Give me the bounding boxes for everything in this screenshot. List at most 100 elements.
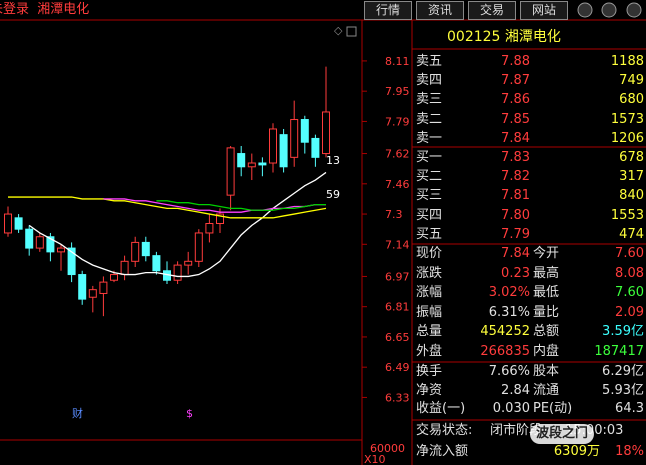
book-price: 7.80 <box>501 207 530 223</box>
y-tick-label: 6.81 <box>385 301 410 314</box>
book-label: 买四 <box>416 207 443 223</box>
book-price: 7.87 <box>501 73 530 89</box>
stat-label: 外盘 <box>416 344 443 359</box>
book-volume: 678 <box>619 150 644 165</box>
nav-button[interactable]: 交易 <box>468 1 516 20</box>
help-icon[interactable] <box>577 2 593 18</box>
book-volume: 317 <box>619 169 644 185</box>
stat-label: 总量 <box>416 324 443 340</box>
book-volume: 1206 <box>610 130 644 146</box>
book-label: 买一 <box>416 150 443 165</box>
login-status: 未登录 湘潭电化 <box>0 2 90 17</box>
stat-label: PE(动) <box>533 401 573 417</box>
book-price: 7.79 <box>501 226 530 242</box>
candle-body <box>152 255 161 272</box>
stat-label: 净资 <box>416 382 443 398</box>
candle-body <box>184 260 193 266</box>
stat-value: 7.84 <box>501 246 530 261</box>
book-volume: 749 <box>619 73 644 89</box>
candle-body <box>57 247 65 253</box>
stat-value: 187417 <box>594 344 644 359</box>
y-tick-label: 6.33 <box>385 391 410 404</box>
candle-body <box>194 232 203 262</box>
book-volume: 1573 <box>610 111 644 127</box>
candle-body <box>78 274 87 300</box>
book-volume: 474 <box>619 226 644 242</box>
ma-label: 13 <box>326 154 340 167</box>
book-label: 买三 <box>416 188 443 204</box>
stat-label: 振幅 <box>416 304 443 320</box>
stat-value: 266835 <box>480 344 530 359</box>
candle-body <box>300 119 309 143</box>
ma-line <box>103 198 326 213</box>
close-window-icon[interactable] <box>626 2 642 18</box>
candle-body <box>173 264 182 281</box>
ma-line <box>8 196 327 219</box>
stat-value: 3.59亿 <box>602 324 644 340</box>
stat-label: 总额 <box>533 324 560 340</box>
candle-body <box>25 228 34 249</box>
status: 闭市阶段 <box>490 423 540 438</box>
book-price: 7.88 <box>501 54 530 69</box>
nav-button[interactable]: 资讯 <box>416 1 464 20</box>
book-label: 卖五 <box>416 54 443 69</box>
stat-label: 最低 <box>533 285 560 301</box>
window-icons <box>577 2 642 18</box>
book-price: 7.84 <box>501 130 530 146</box>
stat-value: 2.09 <box>615 304 644 320</box>
stat-label: 最高 <box>533 265 560 281</box>
candle-body <box>88 289 97 298</box>
candle-body <box>120 260 129 276</box>
book-price: 7.83 <box>501 150 530 165</box>
candle-body <box>269 128 277 164</box>
stat-value: 64.3 <box>615 401 644 417</box>
nav-button[interactable]: 网站 <box>520 1 568 20</box>
candle-body <box>35 236 44 249</box>
book-volume: 1553 <box>610 207 644 223</box>
stat-value: 7.60 <box>615 246 644 261</box>
book-volume: 840 <box>619 188 644 204</box>
candle-body <box>279 134 288 168</box>
y-tick-label: 7.62 <box>385 148 410 161</box>
y-tick-label: 7.3 <box>385 208 403 221</box>
watermark: 波段之门 <box>530 424 595 444</box>
diamond-icon[interactable]: ◇ <box>334 24 343 37</box>
stat-value: 6.29亿 <box>602 364 644 379</box>
ma-line <box>28 171 327 278</box>
stat-value: 2.84 <box>501 382 530 398</box>
ma-label: 59 <box>326 188 340 201</box>
close-icon[interactable] <box>346 26 357 37</box>
candle-body <box>258 162 267 166</box>
candle-body <box>4 213 12 234</box>
candle-body <box>237 153 246 168</box>
stat-label: 换手 <box>416 364 443 379</box>
candle-body <box>67 247 76 276</box>
nav-button[interactable]: 行情 <box>364 1 412 20</box>
candle-body <box>311 137 320 158</box>
stat-value: 8.08 <box>615 265 644 281</box>
minimize-icon[interactable] <box>601 2 617 18</box>
book-price: 7.82 <box>501 169 530 185</box>
inflow: 6309万 <box>553 444 600 459</box>
y-tick-label: 6.97 <box>385 270 410 283</box>
stat-label: 流通 <box>533 382 560 398</box>
candle-body <box>131 241 140 262</box>
status-label: 交易状态: <box>416 423 473 438</box>
stat-label: 内盘 <box>533 344 560 359</box>
book-label: 卖三 <box>416 92 443 108</box>
event-marker: $ <box>186 407 193 420</box>
candle-body <box>99 281 108 294</box>
book-price: 7.85 <box>501 111 530 127</box>
event-marker: 财 <box>72 406 83 420</box>
candle-body <box>46 236 55 253</box>
stat-value: 5.93亿 <box>602 382 644 398</box>
inflow-label: 净流入额 <box>416 444 469 459</box>
stat-value: 454252 <box>480 324 530 340</box>
book-volume: 680 <box>619 92 644 108</box>
candle-body <box>322 111 330 155</box>
stat-value: 6.31% <box>488 304 530 320</box>
stat-value: 7.66% <box>488 364 530 379</box>
stat-label: 量比 <box>533 304 560 320</box>
book-price: 7.81 <box>501 188 530 204</box>
